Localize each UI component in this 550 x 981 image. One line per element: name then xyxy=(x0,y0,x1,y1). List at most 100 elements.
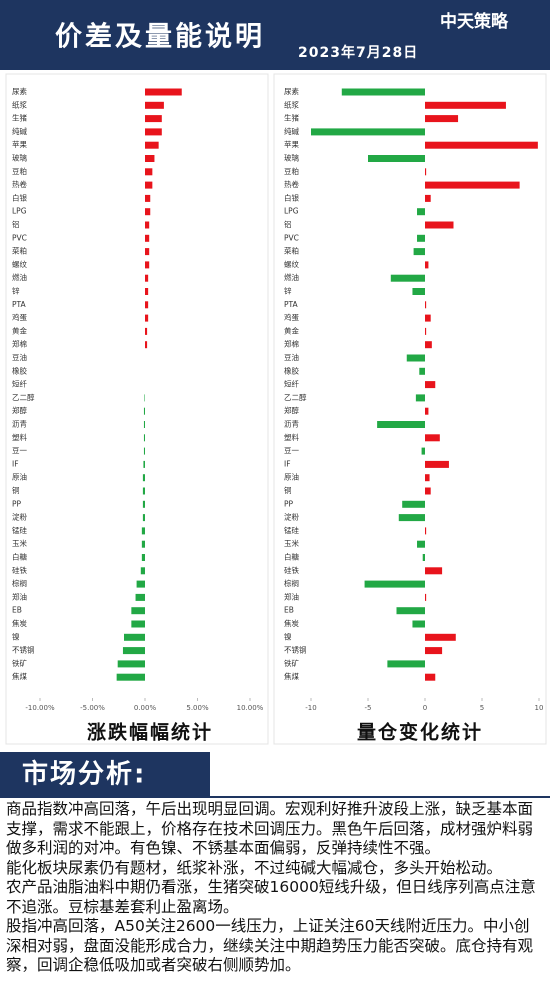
bar xyxy=(145,101,164,109)
category-label: 短纤 xyxy=(284,379,299,389)
bar xyxy=(145,341,148,349)
category-label: 燃油 xyxy=(284,272,299,282)
bar xyxy=(425,434,440,442)
bar xyxy=(425,314,431,322)
category-label: 沥青 xyxy=(284,419,299,429)
bar xyxy=(387,660,425,668)
category-label: 豆粕 xyxy=(284,166,299,176)
category-label: 白银 xyxy=(12,192,27,202)
category-label: 郑棉 xyxy=(284,339,299,349)
category-label: 豆油 xyxy=(12,352,27,362)
bar xyxy=(425,341,432,349)
bar xyxy=(145,274,149,282)
bar xyxy=(145,248,150,256)
header-band xyxy=(0,0,550,70)
category-label: 原油 xyxy=(12,472,27,482)
category-label: PP xyxy=(284,499,294,508)
category-label: 玻璃 xyxy=(284,153,299,163)
category-label: 热卷 xyxy=(12,179,27,189)
category-label: 铝 xyxy=(12,219,20,229)
bar xyxy=(136,580,145,588)
category-label: 尿素 xyxy=(284,86,299,96)
category-label: 尿素 xyxy=(12,86,27,96)
category-label: 白糖 xyxy=(284,552,299,562)
category-label: 橡胶 xyxy=(12,365,27,375)
category-label: 不锈钢 xyxy=(12,645,35,655)
category-label: 焦煤 xyxy=(284,671,299,681)
category-label: 塑料 xyxy=(12,432,27,442)
bar xyxy=(117,660,145,668)
category-label: 铁矿 xyxy=(284,658,299,668)
bar xyxy=(364,580,425,588)
category-label: 纸浆 xyxy=(284,99,299,109)
category-label: EB xyxy=(284,606,294,615)
bar xyxy=(145,301,149,309)
bar xyxy=(425,141,538,149)
bar xyxy=(417,208,425,216)
bar xyxy=(415,394,425,402)
category-label: PP xyxy=(12,499,22,508)
category-label: 郑醇 xyxy=(284,405,299,415)
category-label: 硅铁 xyxy=(12,565,27,575)
bar xyxy=(419,367,425,375)
bar xyxy=(131,620,145,628)
category-label: 苹果 xyxy=(12,139,27,149)
bar xyxy=(425,301,427,309)
x-tick-label: -10.00% xyxy=(25,704,55,712)
category-label: 焦炭 xyxy=(12,618,27,628)
category-label: 豆一 xyxy=(12,446,27,455)
category-label: LPG xyxy=(284,207,299,216)
category-label: 锌 xyxy=(284,286,292,296)
analysis-text: 商品指数冲高回落，午后出现明显回调。宏观利好推升波段上涨，缺乏基本面支撑，需求不… xyxy=(6,800,544,981)
bar xyxy=(145,221,150,229)
bar xyxy=(425,593,427,601)
bar xyxy=(413,248,425,256)
category-label: 燃油 xyxy=(12,272,27,282)
chart-frame xyxy=(273,73,547,745)
x-tick-label: 0.00% xyxy=(134,704,157,712)
bar xyxy=(396,607,425,615)
paragraph: 商品指数冲高回落，午后出现明显回调。宏观利好推升波段上涨，缺乏基本面支撑，需求不… xyxy=(6,800,534,857)
x-tick-label: -5 xyxy=(365,704,372,712)
category-label: 铜 xyxy=(284,485,292,495)
bar xyxy=(425,647,443,655)
x-tick-label: 5 xyxy=(480,704,484,712)
bar xyxy=(406,354,425,362)
paragraph: 农产品油脂油料中期仍看涨，生猪突破16000短线升级，但日线序列高点注意不追涨。… xyxy=(6,878,536,916)
category-label: 热卷 xyxy=(284,179,299,189)
category-label: 短纤 xyxy=(12,379,27,389)
category-label: 纸浆 xyxy=(12,99,27,109)
bar xyxy=(145,128,162,136)
bar xyxy=(135,593,145,601)
category-label: 乙二醇 xyxy=(12,392,35,402)
category-label: 焦煤 xyxy=(12,671,27,681)
bar xyxy=(142,514,145,522)
category-label: 玻璃 xyxy=(12,153,27,163)
category-label: 黄金 xyxy=(284,325,299,335)
bar xyxy=(412,620,425,628)
bar xyxy=(143,407,145,415)
category-label: 黄金 xyxy=(12,325,27,335)
category-label: 豆油 xyxy=(284,352,299,362)
bar xyxy=(341,88,425,96)
category-label: 锰硅 xyxy=(12,525,27,535)
category-label: 豆粕 xyxy=(12,166,27,176)
category-label: 螺纹 xyxy=(284,259,299,269)
bar xyxy=(425,327,427,335)
x-tick-label: -10 xyxy=(305,704,316,712)
category-label: 镍 xyxy=(12,631,20,641)
category-label: PTA xyxy=(12,300,27,309)
bar xyxy=(402,500,425,508)
bar xyxy=(131,607,145,615)
category-label: 菜粕 xyxy=(12,246,27,256)
bar xyxy=(425,168,427,176)
bar xyxy=(425,101,506,109)
category-label: 玉米 xyxy=(284,538,299,548)
x-tick-label: 10.00% xyxy=(237,704,264,712)
bar xyxy=(142,500,145,508)
header-title: 价差及量能说明 xyxy=(55,21,265,53)
category-label: 淀粉 xyxy=(12,512,27,522)
bar xyxy=(311,128,425,136)
category-label: 生猪 xyxy=(12,113,27,123)
